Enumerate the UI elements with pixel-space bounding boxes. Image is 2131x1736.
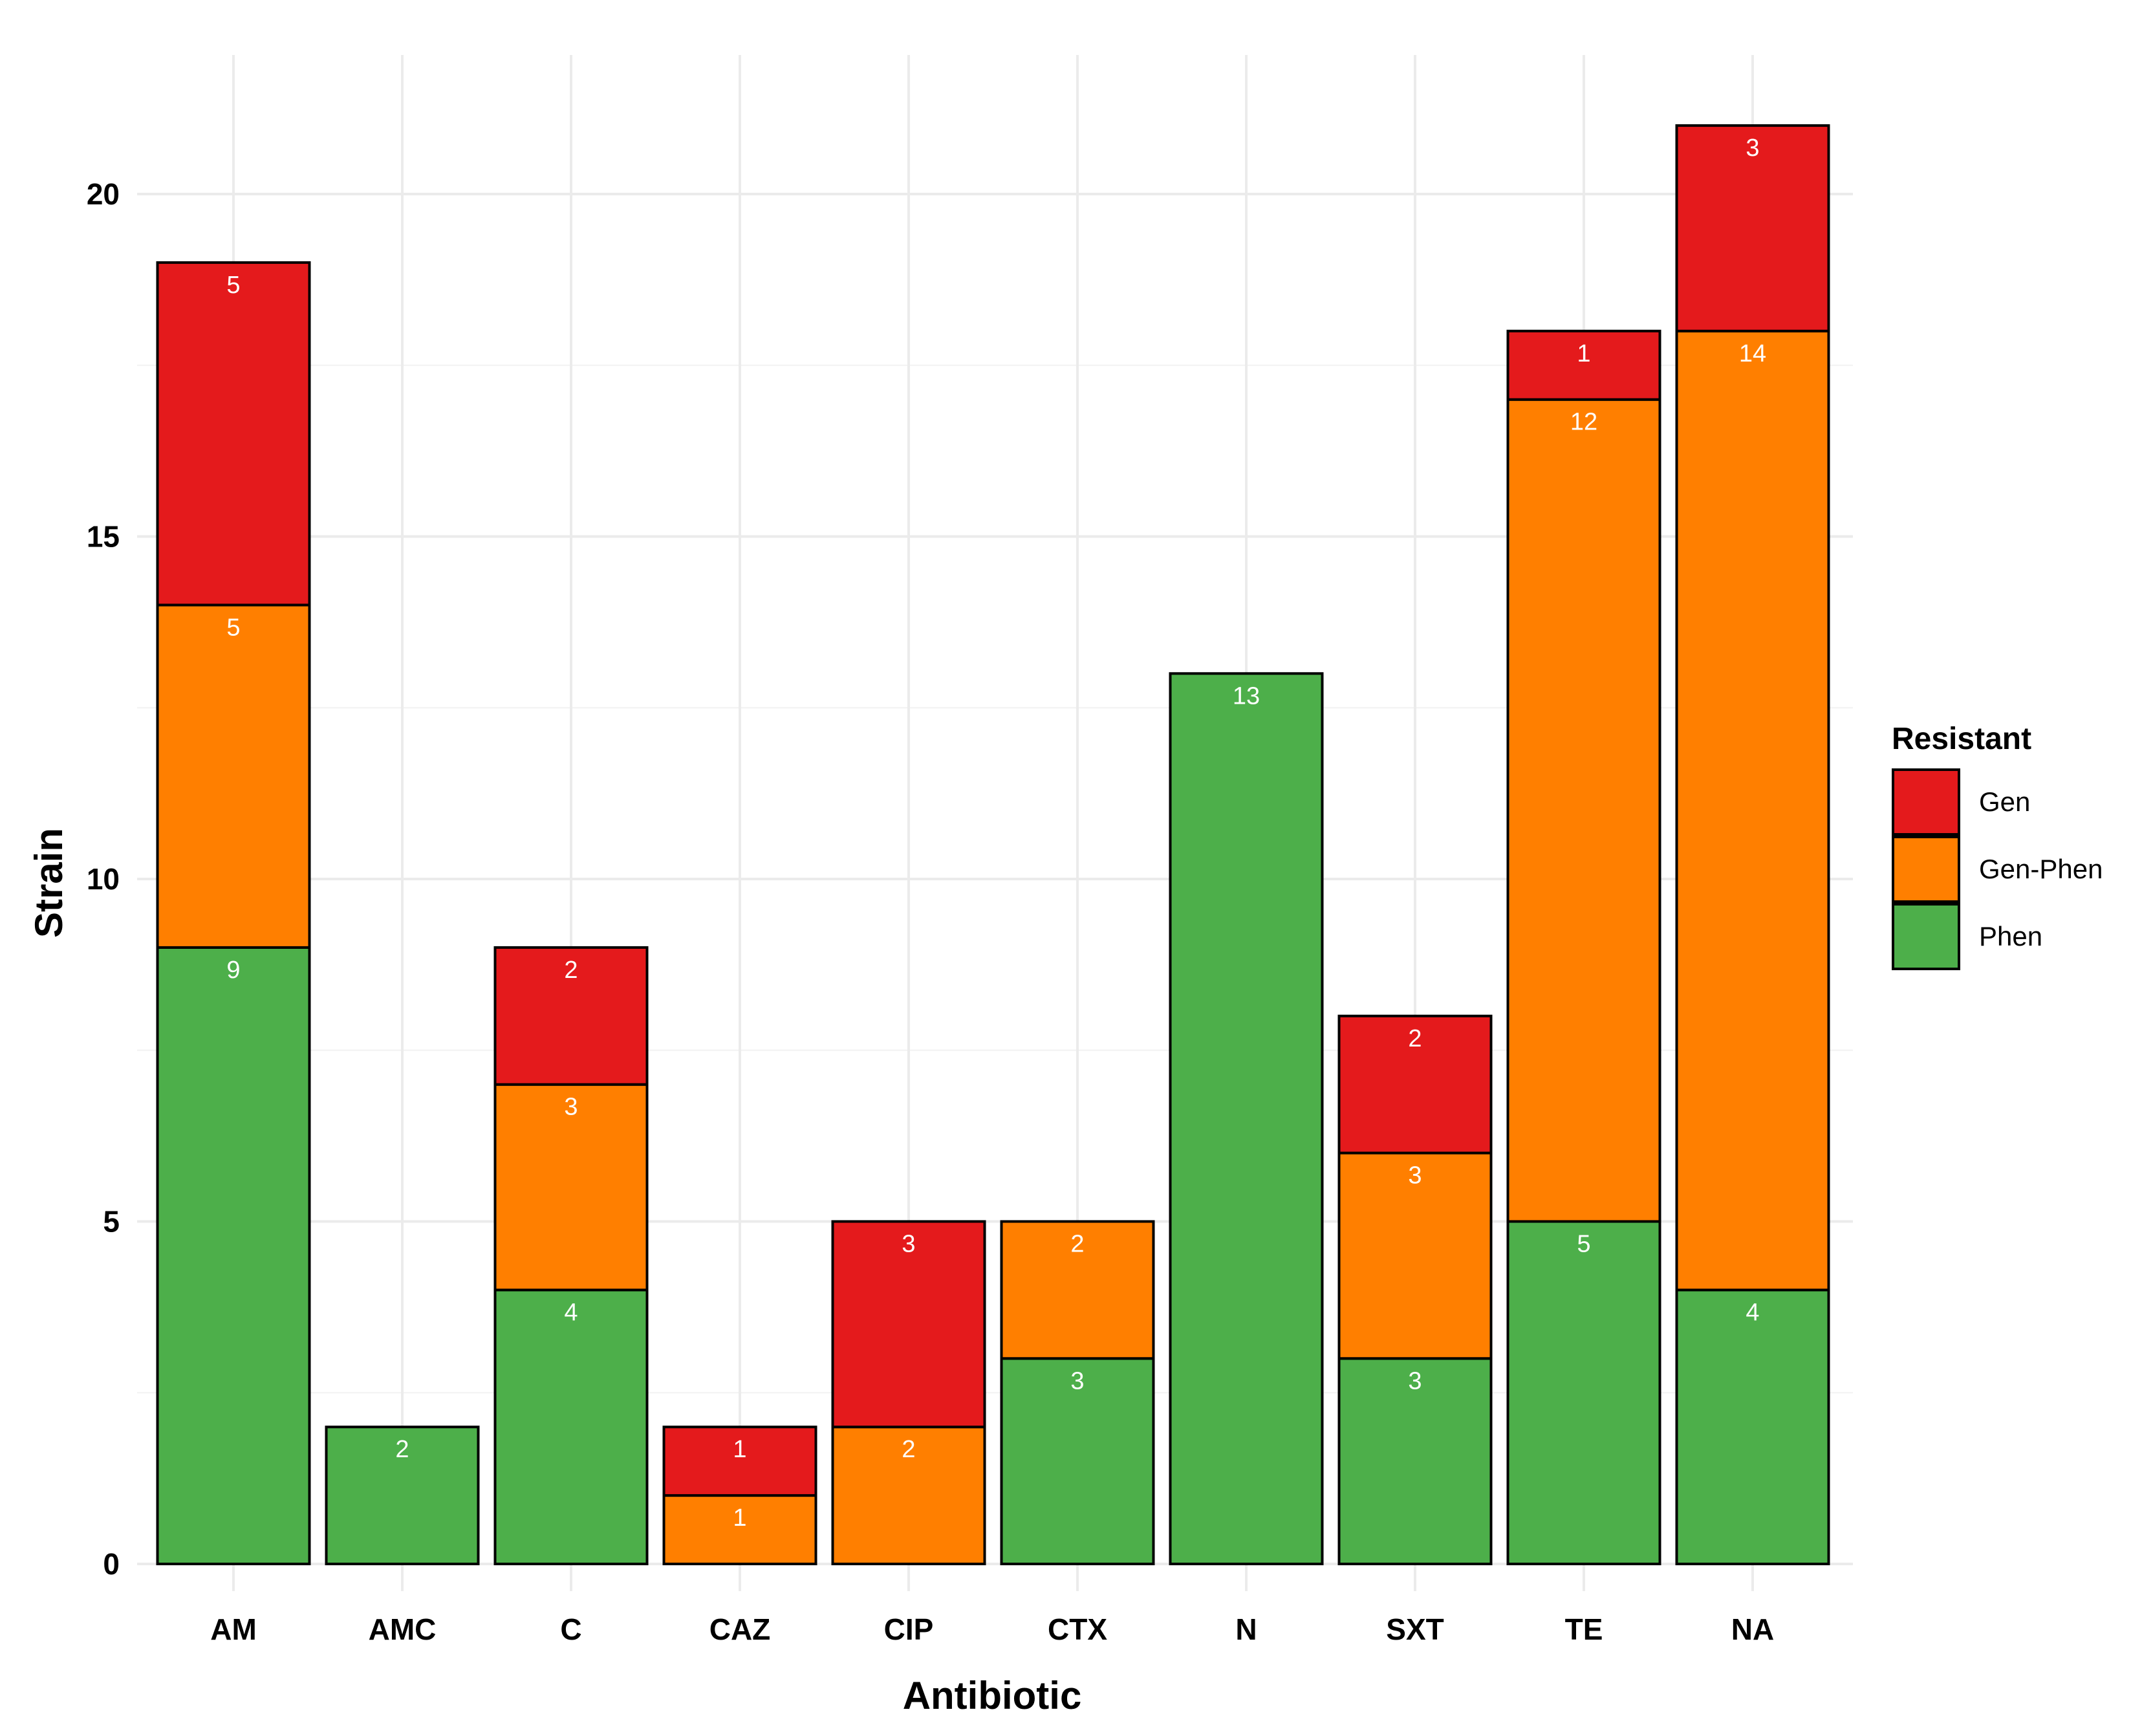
bar-value-label: 1 [733, 1504, 746, 1532]
bar-segment-phen [1675, 1288, 1830, 1566]
x-tick-label: CIP [884, 1612, 934, 1646]
bar-value-label: 2 [1408, 1025, 1422, 1052]
bar-value-label: 9 [226, 957, 240, 984]
bar-value-label: 3 [1746, 135, 1759, 162]
x-tick-label: N [1235, 1612, 1257, 1646]
y-axis-ticks: 0 5 10 15 20 [87, 177, 120, 1581]
bar-value-label: 3 [1408, 1162, 1422, 1189]
bar-value-label: 5 [226, 614, 240, 641]
bar-value-label: 2 [564, 957, 578, 984]
bar-segment-gen [493, 946, 649, 1086]
bar-segment-gen [1506, 329, 1661, 401]
bar-segment-gen-phen [831, 1426, 986, 1565]
y-tick-label: 0 [103, 1547, 120, 1581]
legend-items: Gen Gen-Phen Phen [1892, 768, 2103, 970]
bar-value-label: 2 [902, 1436, 915, 1463]
bar-segment-gen-phen [493, 1083, 649, 1292]
x-tick-label: NA [1731, 1612, 1774, 1646]
bar-value-label: 5 [226, 272, 240, 299]
y-tick-label: 15 [87, 520, 120, 554]
bar-value-label: 13 [1233, 682, 1260, 710]
bar-value-label: 1 [1577, 340, 1590, 367]
legend-label: Gen [1979, 787, 2030, 817]
bar-value-label: 3 [902, 1231, 915, 1258]
bar-segment-gen [831, 1220, 986, 1429]
x-tick-label: AM [210, 1612, 257, 1646]
bar-segment-gen [156, 261, 311, 607]
x-tick-label: CTX [1048, 1612, 1107, 1646]
bar-segment-gen-phen [1000, 1220, 1155, 1360]
y-axis-title: Strain [27, 828, 70, 938]
bar-segment-gen-phen [1337, 1151, 1493, 1360]
x-tick-label: CAZ [709, 1612, 771, 1646]
legend-swatch-gen [1892, 768, 1960, 836]
bar-segment-phen [1000, 1357, 1155, 1566]
y-tick-label: 10 [87, 862, 120, 896]
bar-segment-gen-phen [662, 1494, 817, 1566]
legend: Resistant Gen Gen-Phen Phen [1892, 722, 2103, 970]
bar-segment-phen [156, 946, 311, 1565]
bar-value-label: 14 [1739, 340, 1766, 367]
bar-segment-phen [325, 1426, 480, 1565]
y-tick-label: 20 [87, 177, 120, 211]
x-tick-label: C [560, 1612, 581, 1646]
bar-segment-gen [1337, 1014, 1493, 1155]
bar-segment-gen-phen [156, 603, 311, 949]
legend-title: Resistant [1892, 722, 2031, 756]
x-axis-ticks: AM AMC C CAZ CIP CTX N SXT TE NA [210, 1612, 1774, 1646]
legend-swatch-phen [1892, 903, 1960, 970]
bar-value-label: 12 [1570, 409, 1597, 436]
bar-segment-phen [1169, 672, 1324, 1565]
bar-segment-gen-phen [1675, 329, 1830, 1292]
y-tick-label: 5 [103, 1205, 120, 1239]
bar-segment-phen [1506, 1220, 1661, 1565]
x-tick-label: AMC [369, 1612, 437, 1646]
bar-segment-gen [662, 1426, 817, 1497]
bar-value-label: 3 [1408, 1367, 1422, 1394]
bar-segment-gen [1675, 124, 1830, 332]
bar-value-label: 3 [1070, 1367, 1084, 1394]
bar-value-label: 1 [733, 1436, 746, 1463]
x-tick-label: TE [1565, 1612, 1603, 1646]
bar-value-label: 3 [564, 1094, 578, 1121]
bar-value-label: 5 [1577, 1231, 1590, 1258]
bar-value-label: 2 [1070, 1231, 1084, 1258]
legend-label: Phen [1979, 921, 2042, 951]
legend-label: Gen-Phen [1979, 854, 2103, 884]
bar-value-label: 4 [564, 1299, 578, 1326]
bar-value-label: 4 [1746, 1299, 1759, 1326]
bars [156, 124, 1830, 1566]
bar-segment-phen [493, 1288, 649, 1566]
legend-swatch-gen-phen [1892, 836, 1960, 903]
bar-value-label: 2 [395, 1436, 409, 1463]
x-axis-title: Antibiotic [903, 1674, 1082, 1717]
bar-segment-gen-phen [1506, 398, 1661, 1223]
x-tick-label: SXT [1386, 1612, 1444, 1646]
